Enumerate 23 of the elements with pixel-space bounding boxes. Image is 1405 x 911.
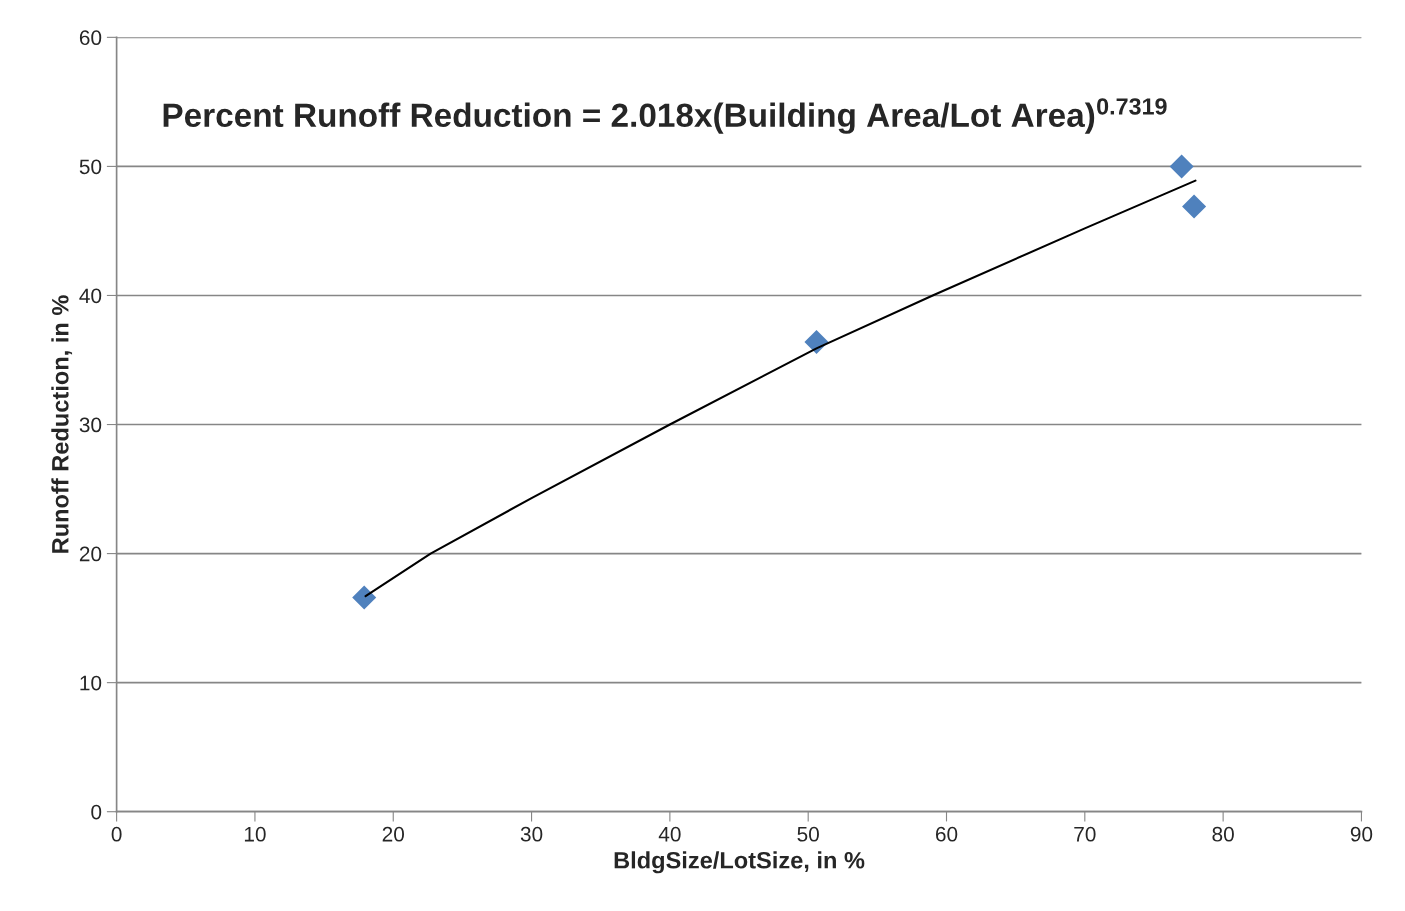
x-tick-label: 50 [797,826,819,842]
point [352,585,377,610]
x-tick-label: 40 [658,826,681,842]
x-tick-label: 10 [244,826,266,842]
y-tick-label: 40 [79,288,102,304]
y-tick-label: 0 [91,804,102,820]
x-tick-label: 70 [1074,826,1096,842]
x-tick-label: 0 [111,826,122,842]
y-tick-label: 10 [80,675,102,691]
x-tick-label: 60 [935,826,958,842]
y-tick-label: 60 [79,30,102,46]
y-tick-label: 50 [79,159,102,175]
annotation: Percent Runoff Reduction = 2.018x(Building Area/Lot Area)$^{0.7319}$ [163,98,1167,134]
y-tick-label: 30 [79,417,102,433]
y-axis-title: Runoff Reduction, in % [51,295,73,553]
x-tick-label: 90 [1350,826,1373,842]
point [1169,154,1194,179]
x-axis-title: BldgSize/LotSize, in % [614,851,865,874]
point [1182,194,1207,219]
x-tick-label: 30 [520,826,543,842]
y-tick-label: 20 [79,546,102,562]
x-tick-label: 20 [382,826,405,842]
x-tick-label: 80 [1212,826,1234,842]
